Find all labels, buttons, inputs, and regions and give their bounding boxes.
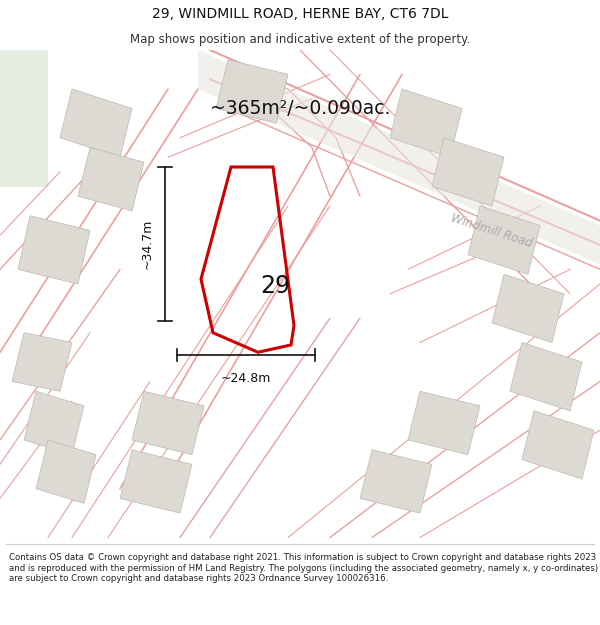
Text: Contains OS data © Crown copyright and database right 2021. This information is : Contains OS data © Crown copyright and d…: [9, 553, 598, 583]
Polygon shape: [432, 138, 504, 206]
Text: ~24.8m: ~24.8m: [221, 372, 271, 384]
Polygon shape: [390, 89, 462, 158]
Polygon shape: [360, 450, 432, 513]
Text: ~365m²/~0.090ac.: ~365m²/~0.090ac.: [210, 99, 391, 118]
Text: Map shows position and indicative extent of the property.: Map shows position and indicative extent…: [130, 32, 470, 46]
Text: 29, WINDMILL ROAD, HERNE BAY, CT6 7DL: 29, WINDMILL ROAD, HERNE BAY, CT6 7DL: [152, 7, 448, 21]
Polygon shape: [492, 274, 564, 342]
Polygon shape: [522, 411, 594, 479]
Polygon shape: [132, 391, 204, 454]
Text: Windmill Road: Windmill Road: [449, 211, 535, 250]
Polygon shape: [36, 440, 96, 503]
Polygon shape: [198, 50, 600, 264]
Text: 29: 29: [260, 274, 290, 298]
Polygon shape: [60, 89, 132, 158]
Polygon shape: [216, 60, 288, 123]
Polygon shape: [12, 332, 72, 391]
Polygon shape: [18, 216, 90, 284]
Polygon shape: [24, 391, 84, 454]
Polygon shape: [408, 391, 480, 454]
Polygon shape: [510, 342, 582, 411]
Polygon shape: [120, 450, 192, 513]
Polygon shape: [0, 50, 48, 186]
Polygon shape: [78, 148, 144, 211]
Text: ~34.7m: ~34.7m: [140, 219, 154, 269]
Polygon shape: [468, 206, 540, 274]
